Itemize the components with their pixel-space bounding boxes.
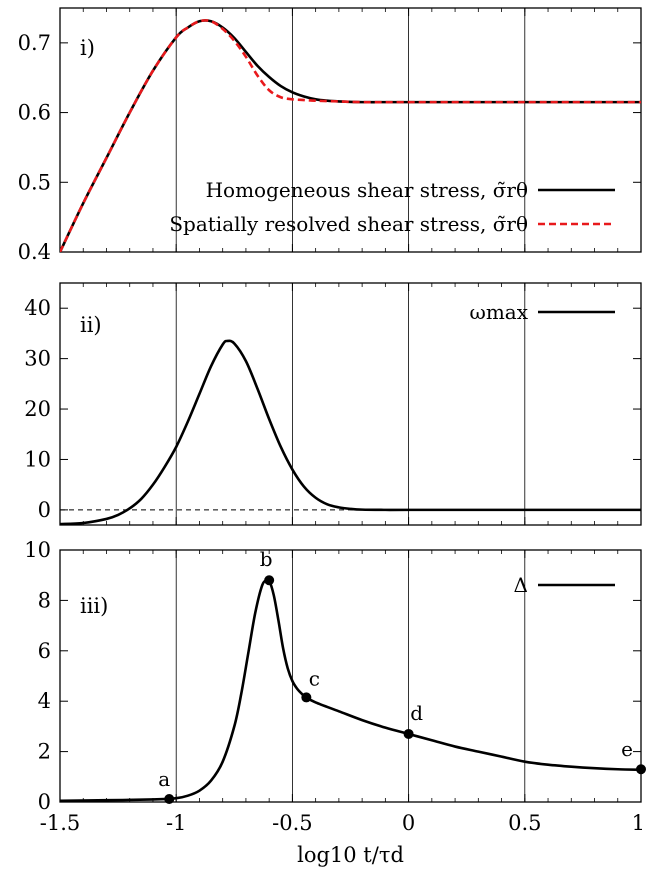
y-tick-label: 4 <box>38 689 51 713</box>
y-tick-label: 10 <box>24 447 51 471</box>
series-line-1 <box>60 339 641 525</box>
legend-entry: Homogeneous shear stress, σ̃rθ <box>206 178 528 202</box>
y-tick-label: 6 <box>38 639 51 663</box>
x-tick-label: 1 <box>632 811 645 835</box>
marker-label-c: c <box>309 666 320 690</box>
marker-e <box>636 764 646 775</box>
panel-2: 0 10 20 30 40 ii) ωmax <box>24 282 642 526</box>
y-tick-label: 8 <box>38 588 51 612</box>
y-tick-label: 0.4 <box>18 240 51 264</box>
panel-label: i) <box>80 36 95 60</box>
legend-entry: ωmax <box>470 300 529 324</box>
y-tick-label: 0 <box>38 790 51 814</box>
legend-entry: Δ <box>514 573 528 597</box>
panel-3: 0 2 4 6 8 10 -1.5 -1 -0.5 0 0.5 1 iii) Δa b c d e log10 t/… <box>24 538 646 867</box>
plot-frame <box>59 282 642 526</box>
y-tick-label: 2 <box>38 740 51 764</box>
y-tick-label: 0 <box>38 498 51 522</box>
plot-frame <box>59 7 642 253</box>
marker-label-d: d <box>410 701 423 725</box>
marker-a <box>164 793 175 804</box>
marker-d <box>403 728 414 739</box>
marker-label-a: a <box>158 767 170 791</box>
marker-b <box>264 575 275 586</box>
y-tick-label: 0.6 <box>18 101 51 125</box>
y-tick-label: 0.7 <box>18 31 51 55</box>
panel-label: ii) <box>80 313 102 337</box>
panel-label: iii) <box>80 594 108 618</box>
marker-label-e: e <box>621 737 633 761</box>
panel-1: 0.4 0.5 0.6 0.7 i) Homogeneous shear stress, … <box>18 7 642 264</box>
series-line-1 <box>60 577 641 802</box>
series-line-2 <box>60 19 641 252</box>
marker-label-b: b <box>260 547 273 571</box>
x-tick-label: -0.5 <box>272 811 313 835</box>
y-tick-label: 40 <box>24 296 51 320</box>
y-tick-label: 0.5 <box>18 170 51 194</box>
x-tick-label: 0 <box>402 811 415 835</box>
marker-c <box>301 692 312 703</box>
y-tick-label: 10 <box>24 538 51 562</box>
plot-frame <box>59 549 642 803</box>
x-tick-label: -1.5 <box>40 811 81 835</box>
x-tick-label: -1 <box>166 811 186 835</box>
y-tick-label: 20 <box>24 397 51 421</box>
x-tick-label: 0.5 <box>508 811 541 835</box>
legend-entry: Spatially resolved shear stress, σ̃rθ <box>169 212 528 236</box>
x-axis-label: log10 t/τd <box>297 843 404 867</box>
y-tick-label: 30 <box>24 347 51 371</box>
